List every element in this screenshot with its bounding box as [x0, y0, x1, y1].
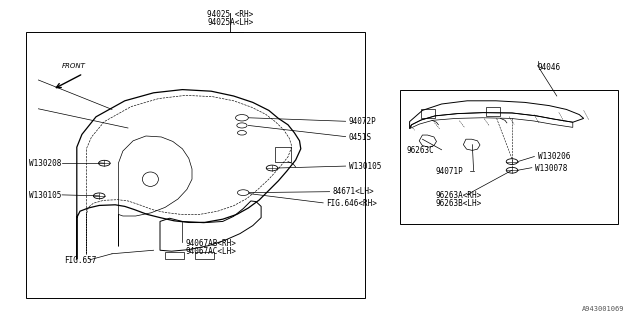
- Text: W130078: W130078: [535, 164, 568, 172]
- Bar: [165, 252, 184, 259]
- Bar: [421, 109, 435, 118]
- Text: 94025 <RH>: 94025 <RH>: [207, 10, 253, 19]
- Text: W130206: W130206: [538, 152, 570, 161]
- Text: 96263A<RH>: 96263A<RH>: [435, 191, 481, 200]
- Text: W130105: W130105: [349, 162, 381, 171]
- Text: 94071P: 94071P: [435, 167, 463, 176]
- Bar: [195, 252, 214, 259]
- Text: 94067AC<LH>: 94067AC<LH>: [186, 247, 236, 256]
- Text: 96263B<LH>: 96263B<LH>: [435, 199, 481, 208]
- Text: FIG.646<RH>: FIG.646<RH>: [326, 199, 377, 208]
- Text: W130105: W130105: [29, 191, 61, 200]
- Text: 94046: 94046: [538, 63, 561, 72]
- Text: W130208: W130208: [29, 159, 61, 168]
- Text: A943001069: A943001069: [582, 306, 624, 312]
- Text: 84671<LH>: 84671<LH>: [333, 188, 374, 196]
- Text: 96263C: 96263C: [406, 146, 434, 155]
- Text: FRONT: FRONT: [61, 63, 86, 69]
- Text: 94025A<LH>: 94025A<LH>: [207, 18, 253, 27]
- Bar: [400, 90, 618, 224]
- Text: 94072P: 94072P: [349, 117, 376, 126]
- Text: 94067AB<RH>: 94067AB<RH>: [186, 239, 236, 248]
- Bar: [486, 107, 500, 116]
- Bar: [26, 32, 365, 298]
- Text: 0451S: 0451S: [349, 133, 372, 142]
- Text: FIG.657: FIG.657: [64, 256, 97, 265]
